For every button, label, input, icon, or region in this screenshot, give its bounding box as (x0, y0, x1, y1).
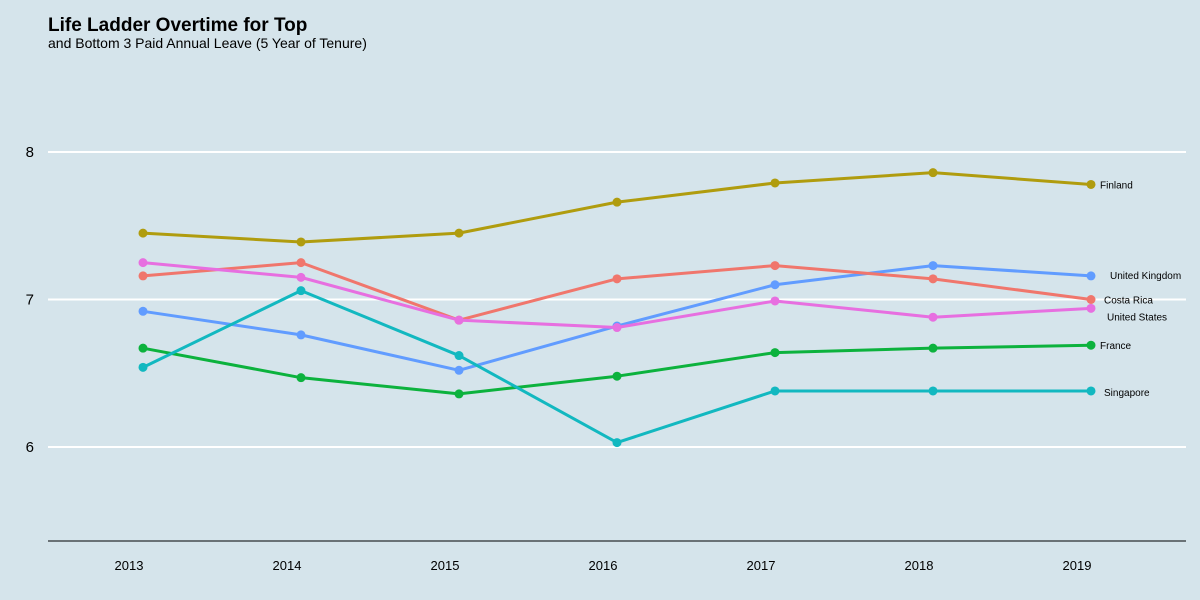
x-tick-label-2013: 2013 (115, 558, 144, 573)
data-point-united-states-2014 (296, 272, 306, 282)
y-tick-label-8: 8 (26, 144, 34, 161)
series-label-united-states: United States (1107, 312, 1167, 323)
series-label-united-kingdom: United Kingdom (1110, 271, 1181, 282)
data-point-costa-rica-2018 (928, 274, 938, 284)
x-tick-label-2016: 2016 (589, 558, 618, 573)
series-label-singapore: Singapore (1104, 388, 1150, 399)
data-point-singapore-2017 (770, 386, 780, 396)
x-tick-label-2017: 2017 (747, 558, 776, 573)
data-point-costa-rica-2017 (770, 261, 780, 271)
series-label-france: France (1100, 341, 1132, 352)
data-point-singapore-2013 (138, 362, 148, 372)
chart-title: Life Ladder Overtime for Top (48, 15, 308, 36)
x-tick-label-2015: 2015 (431, 558, 460, 573)
data-point-costa-rica-2019 (1086, 295, 1096, 304)
y-tick-label-6: 6 (26, 439, 34, 456)
series-label-finland: Finland (1100, 180, 1133, 191)
data-point-finland-2013 (138, 228, 148, 238)
series-line-france (142, 343, 1092, 396)
data-point-singapore-2018 (928, 386, 938, 396)
data-point-singapore-2019 (1086, 386, 1096, 396)
data-point-finland-2014 (296, 237, 306, 247)
data-point-costa-rica-2013 (138, 271, 148, 281)
data-point-united-states-2018 (928, 312, 938, 322)
series-label-costa-rica: Costa Rica (1104, 296, 1153, 307)
data-point-united-kingdom-2013 (138, 306, 148, 316)
data-point-united-kingdom-2017 (770, 280, 780, 290)
data-point-singapore-2014 (296, 286, 306, 296)
data-point-finland-2017 (770, 178, 780, 188)
chart-subtitle: and Bottom 3 Paid Annual Leave (5 Year o… (48, 35, 367, 51)
data-point-costa-rica-2016 (612, 274, 622, 284)
data-point-united-states-2019 (1086, 303, 1096, 313)
data-point-finland-2018 (928, 168, 938, 178)
series-line-united-states (142, 261, 1092, 330)
data-point-united-kingdom-2019 (1086, 271, 1096, 281)
y-tick-label-7: 7 (26, 292, 34, 309)
data-point-france-2014 (296, 373, 306, 383)
data-point-united-states-2016 (612, 323, 622, 333)
data-point-finland-2016 (612, 197, 622, 207)
series-line-singapore (142, 289, 1091, 445)
data-point-france-2013 (138, 343, 148, 353)
data-point-costa-rica-2014 (296, 258, 306, 268)
data-point-united-states-2013 (138, 258, 148, 268)
data-point-france-2019 (1086, 340, 1096, 350)
data-point-united-kingdom-2018 (928, 261, 938, 271)
data-point-united-states-2015 (454, 315, 464, 325)
data-point-france-2017 (770, 348, 780, 358)
data-point-finland-2015 (454, 228, 464, 238)
data-point-france-2016 (612, 371, 622, 381)
data-point-finland-2019 (1086, 179, 1096, 189)
x-tick-label-2019: 2019 (1063, 558, 1092, 573)
data-point-united-kingdom-2014 (296, 330, 306, 340)
series-line-finland (142, 171, 1092, 244)
series-line-costa-rica (142, 261, 1092, 322)
data-point-singapore-2015 (454, 351, 464, 361)
x-tick-label-2014: 2014 (273, 558, 302, 573)
x-tick-label-2018: 2018 (905, 558, 934, 573)
data-point-united-states-2017 (770, 296, 780, 306)
data-point-france-2018 (928, 343, 938, 353)
data-point-france-2015 (454, 389, 464, 399)
data-point-singapore-2016 (612, 438, 622, 448)
data-point-united-kingdom-2015 (454, 365, 464, 375)
